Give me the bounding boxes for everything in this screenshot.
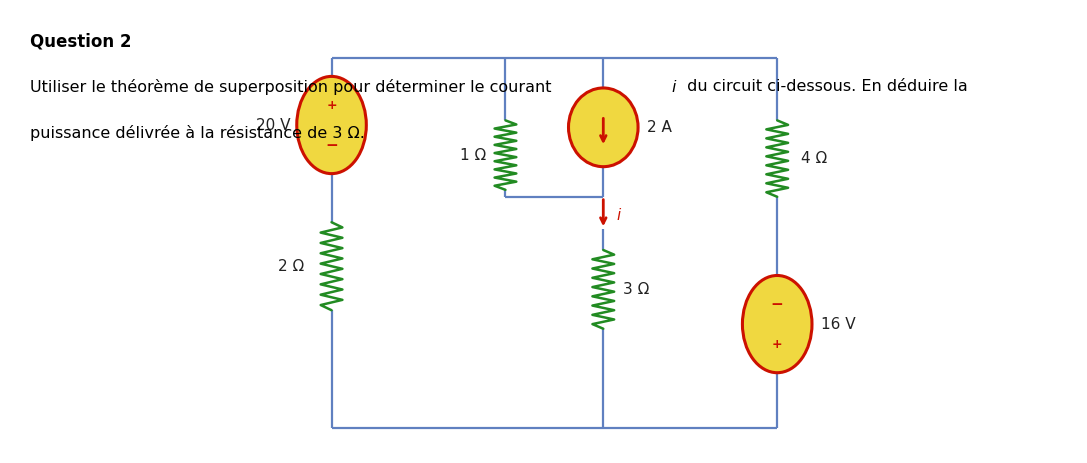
Ellipse shape [297, 76, 366, 174]
Text: 16 V: 16 V [821, 317, 855, 332]
Text: +: + [772, 338, 783, 351]
Text: 4 Ω: 4 Ω [801, 151, 827, 166]
Text: 2 Ω: 2 Ω [278, 259, 304, 274]
Text: +: + [326, 99, 337, 112]
Ellipse shape [569, 88, 638, 167]
Text: −: − [325, 138, 338, 153]
Text: 2 A: 2 A [647, 120, 672, 135]
Text: Utiliser le théorème de superposition pour déterminer le courant: Utiliser le théorème de superposition po… [30, 79, 557, 95]
Text: 1 Ω: 1 Ω [460, 148, 486, 163]
Text: du circuit ci-dessous. En déduire la: du circuit ci-dessous. En déduire la [682, 79, 967, 94]
Text: 20 V: 20 V [255, 118, 290, 132]
Ellipse shape [742, 275, 812, 373]
Text: 3 Ω: 3 Ω [623, 282, 649, 297]
Text: puissance délivrée à la résistance de 3 Ω.: puissance délivrée à la résistance de 3 … [30, 125, 365, 141]
Text: Question 2: Question 2 [30, 32, 132, 50]
Text: $i$: $i$ [671, 79, 677, 95]
Text: $i$: $i$ [616, 207, 623, 223]
Text: −: − [771, 297, 784, 312]
